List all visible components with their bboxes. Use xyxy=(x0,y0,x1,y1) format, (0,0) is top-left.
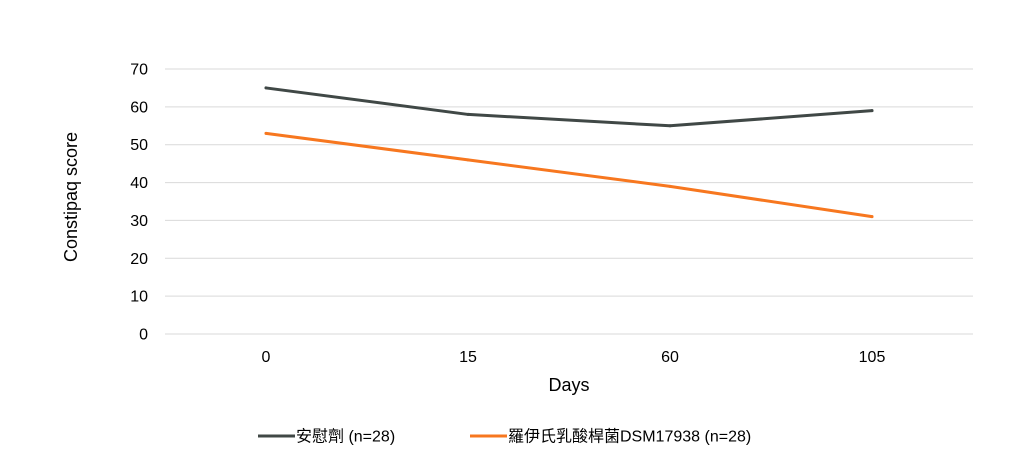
y-tick-label: 70 xyxy=(130,62,148,79)
series-line xyxy=(264,86,874,128)
series-lines xyxy=(264,86,874,219)
y-tick-label: 50 xyxy=(130,137,148,154)
x-tick-label: 15 xyxy=(459,349,477,366)
data-point xyxy=(264,86,268,90)
series-2 xyxy=(264,131,874,219)
y-tick-label: 30 xyxy=(130,213,148,230)
legend-label: 安慰劑 (n=28) xyxy=(296,428,395,446)
data-point xyxy=(668,124,672,128)
data-point xyxy=(264,131,268,135)
x-tick-label: 0 xyxy=(262,349,271,366)
legend: 安慰劑 (n=28) 羅伊氏乳酸桿菌DSM17938 (n=28) xyxy=(258,428,751,446)
data-point xyxy=(466,158,470,162)
data-point xyxy=(668,184,672,188)
legend-item: 羅伊氏乳酸桿菌DSM17938 (n=28) xyxy=(470,428,751,446)
data-point xyxy=(466,112,470,116)
x-tick-label: 105 xyxy=(859,349,886,366)
y-tick-label: 40 xyxy=(130,175,148,192)
legend-item: 安慰劑 (n=28) xyxy=(258,428,395,446)
series-1 xyxy=(264,86,874,128)
series-line xyxy=(264,131,874,219)
x-tick-label: 60 xyxy=(661,349,679,366)
x-axis-title: Days xyxy=(548,375,589,395)
y-axis-ticks: 0 10 20 30 40 50 60 70 xyxy=(130,62,148,344)
data-point xyxy=(870,215,874,219)
y-tick-label: 20 xyxy=(130,251,148,268)
y-tick-label: 10 xyxy=(130,289,148,306)
y-tick-label: 60 xyxy=(130,99,148,116)
legend-label: 羅伊氏乳酸桿菌DSM17938 (n=28) xyxy=(508,428,751,446)
y-axis-title: Constipaq score xyxy=(61,132,81,262)
x-axis-ticks: 0 15 60 105 xyxy=(262,349,886,366)
gridlines xyxy=(165,68,973,335)
y-tick-label: 0 xyxy=(139,327,148,344)
data-point xyxy=(870,109,874,113)
